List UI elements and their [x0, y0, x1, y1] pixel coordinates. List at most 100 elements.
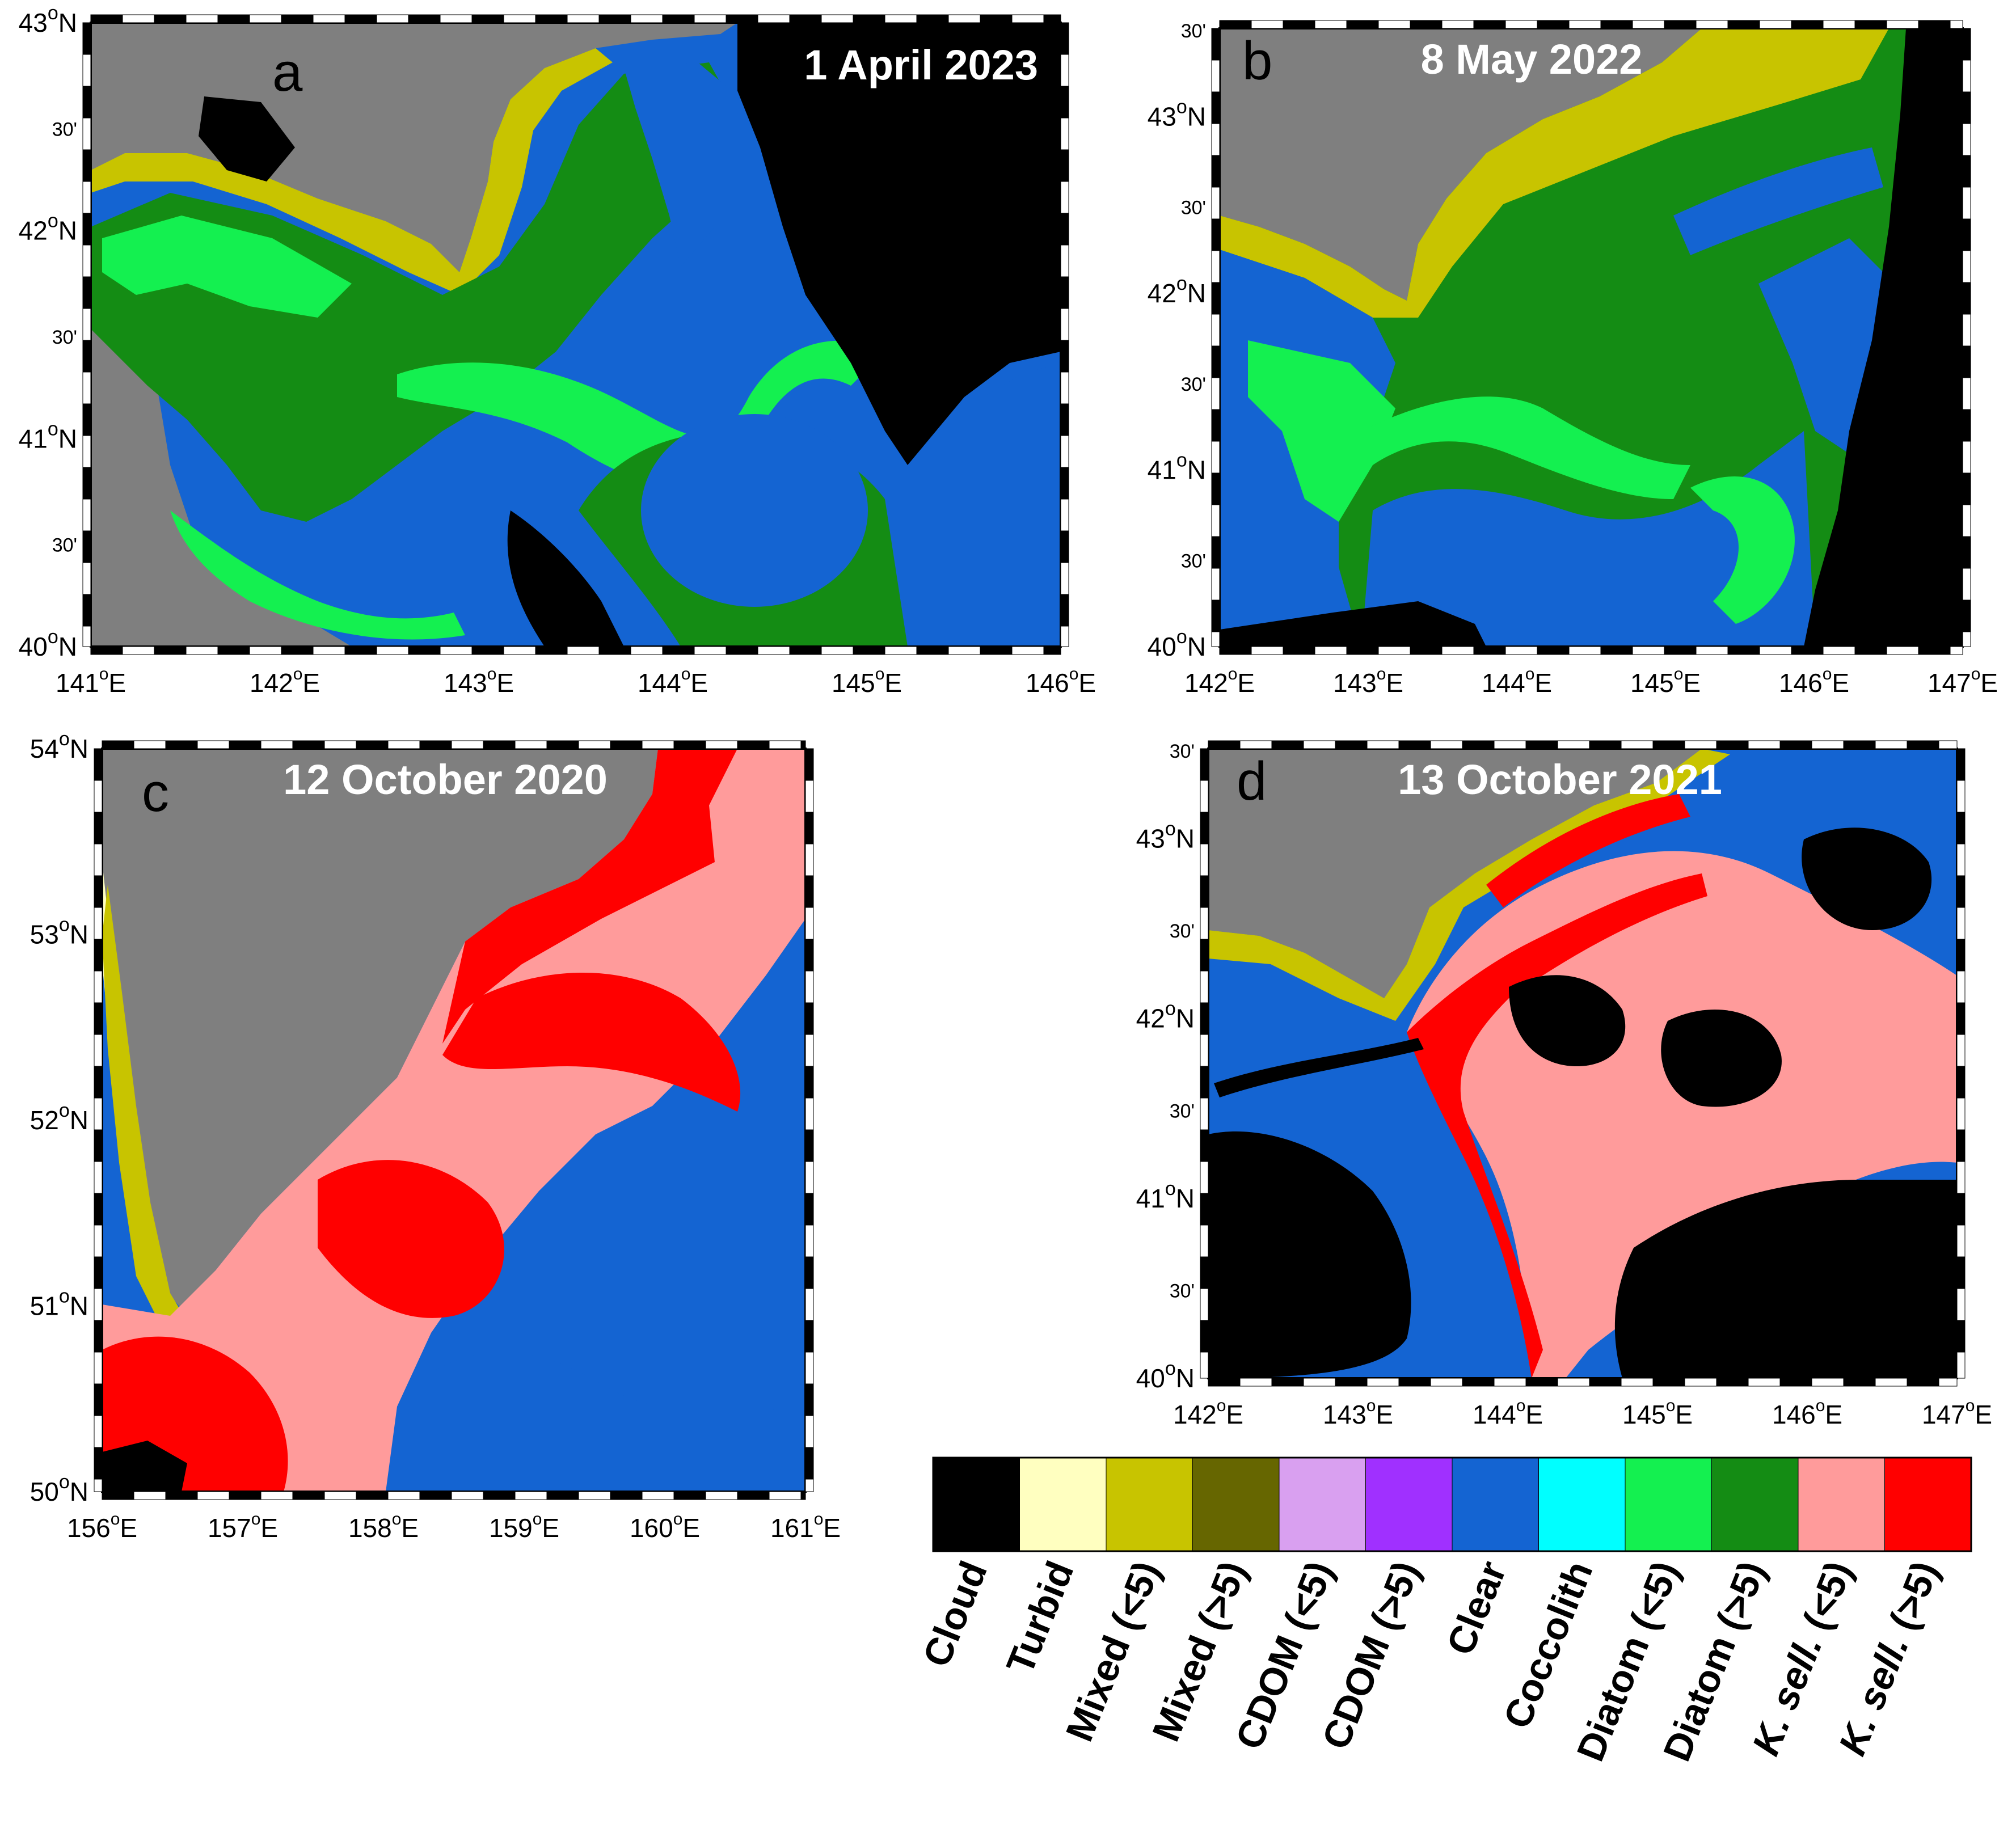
lon-label: 158oE — [348, 1510, 419, 1543]
frame-dash — [1043, 14, 1061, 23]
frame-dash — [1346, 20, 1379, 29]
panel-c-classification — [102, 749, 805, 1492]
frame-dash — [1600, 20, 1633, 29]
frame-dash — [82, 117, 91, 150]
frame-dash — [94, 875, 103, 908]
frame-dash — [94, 1002, 103, 1035]
frame-dash — [229, 740, 262, 749]
panel-d-cloud-mid — [1509, 975, 1626, 1066]
frame-dash — [1271, 740, 1304, 749]
frame-dash — [726, 646, 758, 655]
lon-label: 142oE — [250, 665, 320, 698]
frame-dash — [805, 1225, 814, 1257]
panel-c-coast-mixed — [102, 885, 187, 1333]
panel-d-cloud-se — [1614, 1180, 1957, 1378]
frame-dash — [1652, 740, 1685, 749]
frame-dash — [1200, 1288, 1209, 1321]
frame-dash — [805, 1034, 814, 1067]
frame-dash — [805, 843, 814, 876]
frame-dash — [229, 1491, 262, 1500]
frame-dash — [805, 875, 814, 908]
lat-label: 30' — [1181, 20, 1206, 42]
panel-b-clear-ne-streaks — [1673, 147, 1883, 255]
frame-dash — [705, 1491, 738, 1500]
frame-dash — [82, 626, 91, 647]
frame-dash — [154, 14, 187, 23]
lon-label: 145oE — [1622, 1396, 1693, 1429]
frame-dash — [535, 14, 568, 23]
frame-dash — [578, 1491, 611, 1500]
frame-dash — [82, 530, 91, 563]
frame-dash — [948, 646, 981, 655]
lon-label: 146oE — [1772, 1396, 1842, 1429]
frame-dash — [662, 14, 695, 23]
frame-dash — [82, 340, 91, 373]
frame-dash — [694, 646, 727, 655]
frame-dash — [1208, 740, 1241, 749]
frame-dash — [769, 1491, 802, 1500]
frame-dash — [1956, 1097, 1966, 1130]
panel-b-date: 8 May 2022 — [1421, 36, 1643, 83]
legend-swatch — [1365, 1457, 1453, 1552]
frame-dash — [1886, 20, 1919, 29]
panel-a-frame-ticks — [82, 14, 1069, 655]
frame-dash — [789, 646, 822, 655]
panel-d-frame-ticks — [1200, 740, 1966, 1387]
panel-a-axis-labels: 141oE 142oE 143oE 144oE 145oE 146oE 43oN 30' 42o… — [19, 2, 1096, 698]
panel-c-letter: c — [142, 762, 169, 823]
frame-dash — [805, 1415, 814, 1448]
frame-dash — [1430, 1378, 1463, 1387]
lon-label: 143oE — [444, 665, 514, 698]
frame-dash — [440, 646, 473, 655]
panel-b-diatom-lo-se — [1690, 476, 1795, 624]
frame-dash — [1632, 646, 1665, 655]
frame-dash — [1060, 371, 1069, 404]
frame-dash — [805, 1161, 814, 1194]
frame-dash — [1335, 1378, 1368, 1387]
frame-dash — [1211, 314, 1220, 347]
frame-dash — [94, 1256, 103, 1289]
frame-dash — [805, 1479, 814, 1492]
frame-dash — [344, 14, 377, 23]
lon-label: 145oE — [832, 665, 902, 698]
frame-dash — [1200, 1129, 1209, 1162]
frame-dash — [313, 14, 345, 23]
frame-dash — [673, 740, 706, 749]
frame-dash — [94, 1447, 103, 1480]
frame-dash — [1537, 646, 1570, 655]
legend-swatch — [1192, 1457, 1280, 1552]
frame-dash — [1956, 939, 1966, 972]
frame-dash — [1843, 740, 1876, 749]
frame-dash — [1200, 812, 1209, 845]
frame-dash — [642, 740, 674, 749]
frame-dash — [805, 1352, 814, 1384]
lat-label: 30' — [1181, 374, 1206, 395]
lon-label: 146oE — [1779, 665, 1849, 698]
frame-dash — [1239, 1378, 1272, 1387]
lat-label: 40oN — [19, 626, 77, 661]
frame-dash — [1525, 740, 1558, 749]
frame-dash — [1505, 646, 1538, 655]
frame-dash — [1283, 20, 1315, 29]
frame-dash — [451, 1491, 484, 1500]
frame-dash — [1664, 20, 1697, 29]
frame-dash — [1200, 1225, 1209, 1257]
frame-dash — [94, 1415, 103, 1448]
frame-dash — [1557, 740, 1590, 749]
panel-c-clear-south — [431, 1352, 805, 1492]
frame-dash — [1956, 1066, 1966, 1099]
frame-dash — [1962, 28, 1971, 61]
lat-label: 42oN — [1136, 998, 1195, 1033]
frame-dash — [1956, 1193, 1966, 1226]
frame-dash — [1200, 1161, 1209, 1194]
frame-dash — [1811, 740, 1844, 749]
frame-dash — [1956, 748, 1966, 781]
panel-a-diatom-lo-swirl — [397, 340, 885, 488]
frame-dash — [94, 1288, 103, 1321]
frame-dash — [789, 14, 822, 23]
frame-dash — [313, 646, 345, 655]
lat-label: 40oN — [1148, 626, 1206, 661]
frame-dash — [1060, 149, 1069, 182]
frame-dash — [1938, 1378, 1958, 1387]
